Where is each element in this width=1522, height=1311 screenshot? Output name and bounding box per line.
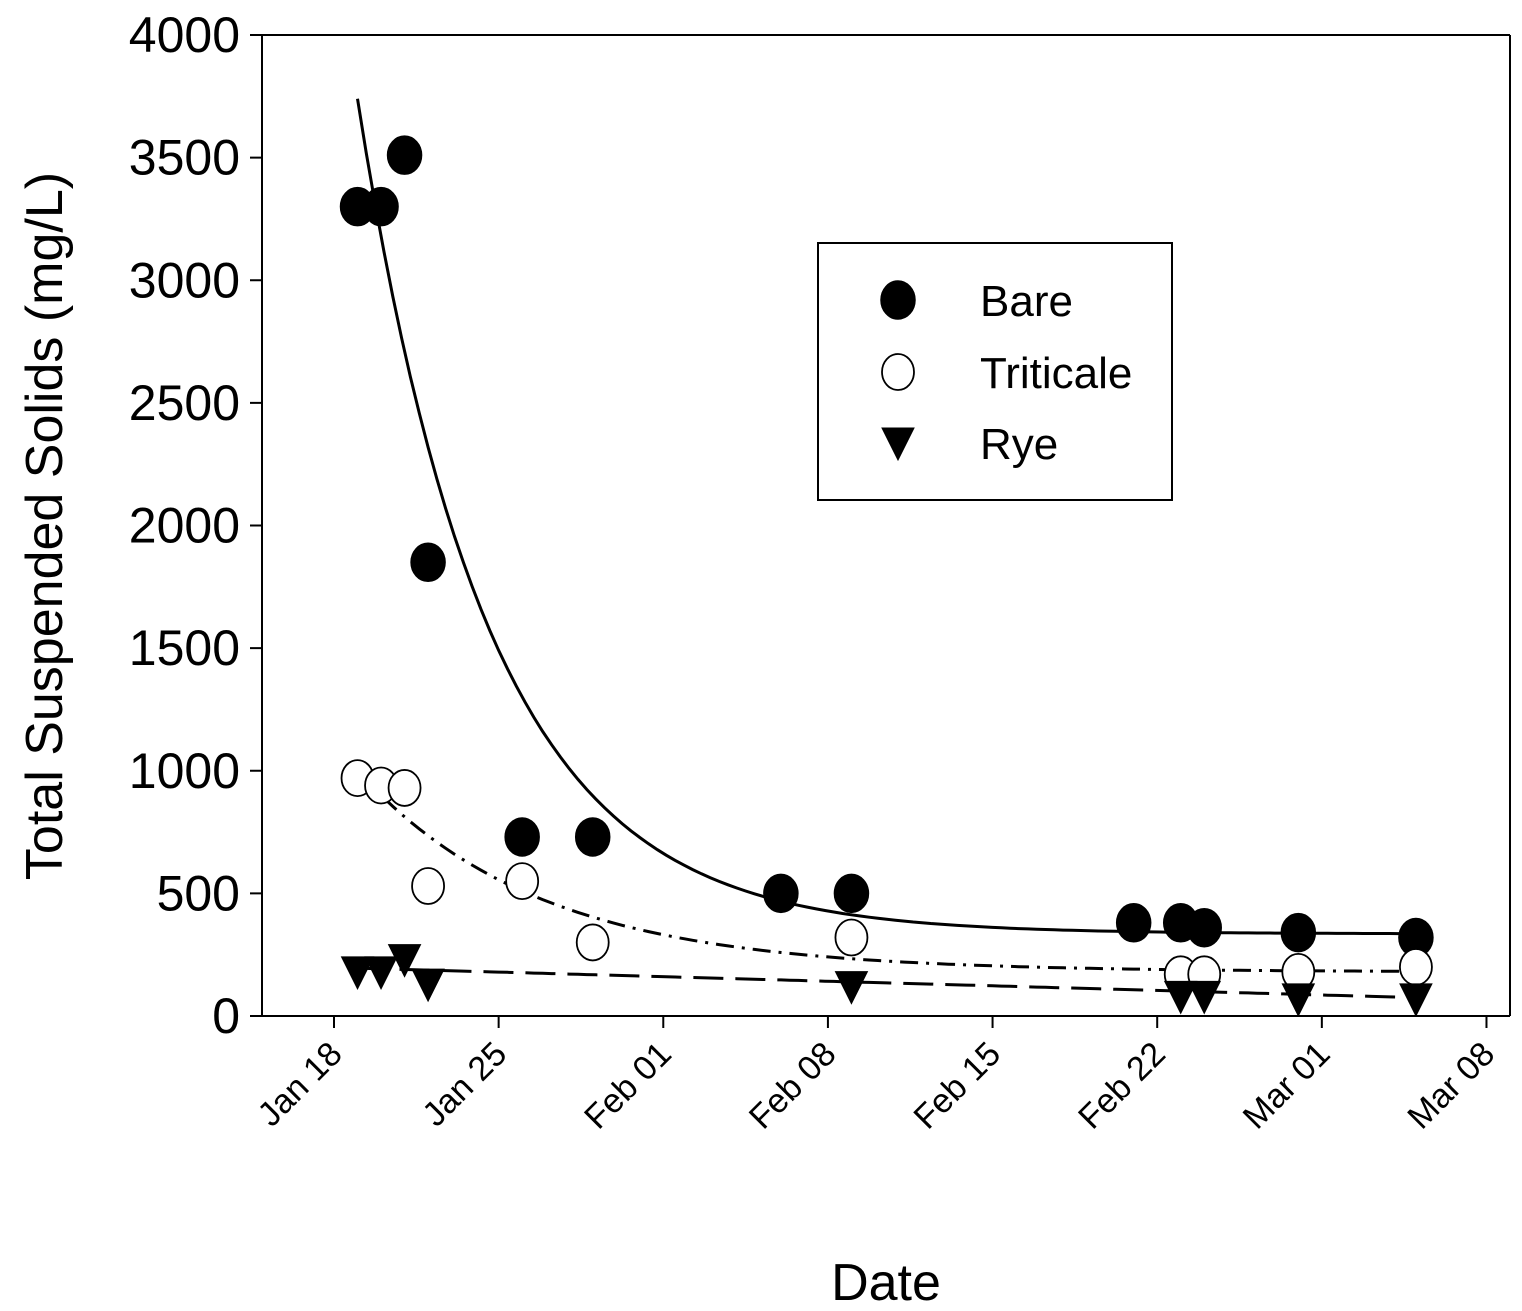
x-axis-title: Date <box>831 1254 941 1311</box>
legend-label-bare: Bare <box>980 277 1073 326</box>
rye-data-point <box>387 944 422 978</box>
x-tick-label: Jan 18 <box>251 1035 350 1134</box>
x-tick-label: Feb 08 <box>742 1035 844 1137</box>
y-tick-label: 2000 <box>129 498 240 554</box>
rye-data-point <box>1399 983 1433 1017</box>
y-tick-label: 1500 <box>129 620 240 676</box>
triticale-data-point <box>505 862 540 901</box>
x-tick-label: Mar 08 <box>1400 1035 1502 1137</box>
bare-data-point <box>386 135 423 175</box>
fit-curve-bare <box>356 98 1416 936</box>
bare-data-point <box>1115 903 1152 943</box>
legend: Bare Triticale Rye <box>817 242 1173 501</box>
triticale-data-point <box>575 923 610 962</box>
data-markers <box>339 135 1434 1017</box>
triticale-data-point <box>1399 948 1433 986</box>
y-tick-label: 4000 <box>129 7 240 63</box>
y-axis-title: Total Suspended Solids (mg/L) <box>16 172 74 880</box>
bare-data-point <box>504 817 540 857</box>
bare-data-point <box>363 186 399 227</box>
y-tick-label: 500 <box>157 865 240 921</box>
legend-label-rye: Rye <box>980 420 1058 469</box>
rye-data-point <box>340 956 375 990</box>
y-tick-label: 1000 <box>129 743 240 799</box>
bare-data-point <box>574 817 611 857</box>
triticale-data-point <box>387 769 422 807</box>
x-tick-label: Feb 22 <box>1071 1035 1173 1137</box>
x-tick-label: Feb 15 <box>906 1035 1008 1137</box>
legend-marker-triticale <box>881 353 915 391</box>
plot-frame <box>261 34 1511 1017</box>
y-tick-label: 3500 <box>129 130 240 186</box>
legend-box <box>817 242 1173 501</box>
y-tick-label: 2500 <box>129 375 240 431</box>
legend-marker-bare <box>880 280 916 320</box>
bare-data-point <box>1186 907 1222 948</box>
fit-curve-rye <box>357 966 1416 1000</box>
bare-data-point <box>763 873 799 914</box>
fit-curves <box>356 98 1416 1000</box>
fit-curve-triticale <box>356 769 1416 973</box>
rye-data-point <box>1187 980 1222 1015</box>
y-tick-label: 0 <box>212 988 240 1044</box>
bare-data-point <box>833 873 870 914</box>
rye-data-point <box>411 968 445 1003</box>
rye-data-point <box>834 971 869 1005</box>
y-axis-ticks: 0 500 1000 1500 2000 2500 3000 3500 4000 <box>129 7 262 1044</box>
rye-data-point <box>364 956 398 990</box>
x-tick-label: Jan 25 <box>415 1035 514 1134</box>
bare-data-point <box>410 542 446 583</box>
x-tick-label: Feb 01 <box>577 1035 679 1137</box>
triticale-data-point <box>411 867 445 905</box>
rye-data-point <box>1163 980 1198 1015</box>
rye-data-point <box>1281 983 1316 1017</box>
triticale-data-point <box>834 918 869 957</box>
x-tick-label: Mar 01 <box>1236 1035 1338 1137</box>
bare-data-point <box>1280 912 1317 953</box>
y-tick-label: 3000 <box>129 252 240 308</box>
legend-marker-rye <box>881 427 915 462</box>
legend-label-triticale: Triticale <box>980 349 1132 398</box>
x-axis-ticks: Jan 18 Jan 25 Feb 01 Feb 08 Feb 15 Feb 22 Mar … <box>251 1016 1502 1137</box>
